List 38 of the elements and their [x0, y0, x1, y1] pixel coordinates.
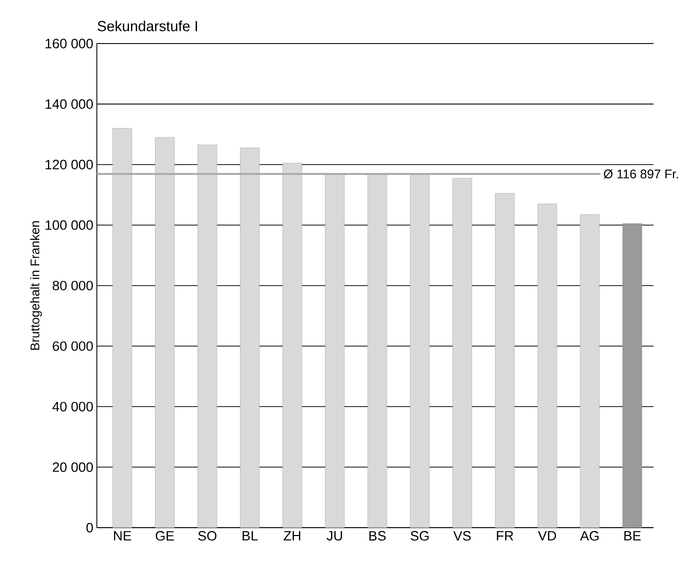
y-tick-label: 160 000: [46, 38, 93, 48]
x-tick-label: BL: [242, 531, 258, 540]
x-tick-label: BE: [624, 531, 641, 540]
y-tick-label: 20 000: [52, 462, 93, 472]
y-tick-label: 140 000: [46, 99, 93, 109]
bar: [282, 163, 302, 528]
x-tick-label: FR: [496, 531, 514, 540]
x-tick-label: SG: [410, 531, 429, 541]
bar: [368, 174, 388, 528]
y-tick-label: 120 000: [46, 160, 93, 170]
bar: [155, 137, 175, 528]
y-tick-label: 0: [86, 522, 93, 533]
bar: [580, 214, 600, 528]
bar: [112, 128, 132, 528]
bar: [622, 224, 642, 528]
chart-title: Sekundarstufe I: [98, 20, 197, 32]
bar: [538, 204, 558, 528]
ref-line-label: Ø 116 897 Fr.: [604, 169, 678, 179]
x-tick-label: NE: [114, 531, 132, 540]
y-axis-title: Bruttogehalt in Franken: [30, 221, 42, 350]
y-tick-label: 40 000: [52, 402, 93, 412]
y-tick-label: 60 000: [52, 341, 93, 352]
bar: [495, 193, 515, 528]
x-tick-label: JU: [326, 531, 342, 541]
bar: [240, 148, 260, 528]
x-tick-label: ZH: [284, 531, 300, 540]
x-tick-label: VD: [538, 531, 556, 540]
bar: [325, 174, 345, 528]
x-tick-label: GE: [156, 531, 174, 541]
y-tick-label: 100 000: [46, 220, 93, 230]
y-tick-label: 80 000: [52, 280, 93, 290]
x-tick-label: BS: [369, 531, 386, 541]
x-tick-label: AG: [580, 531, 599, 541]
bar: [198, 144, 218, 528]
bar: [410, 174, 430, 528]
bar: [452, 178, 472, 528]
x-tick-label: SO: [198, 531, 216, 541]
x-tick-label: VS: [453, 531, 471, 541]
